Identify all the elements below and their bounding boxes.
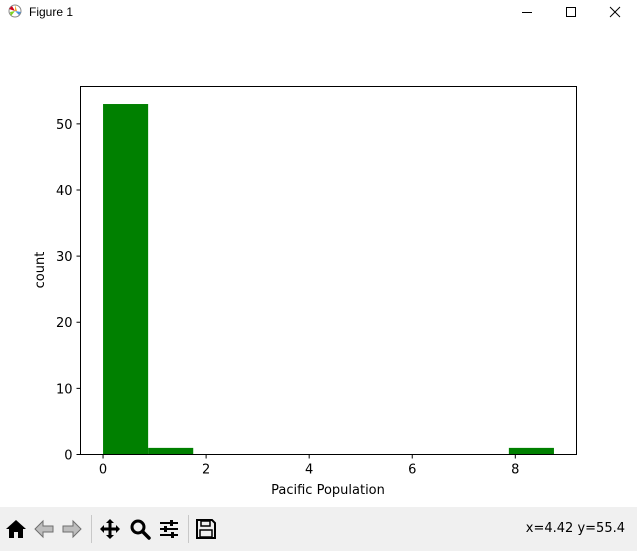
close-button[interactable] [592, 0, 637, 24]
toolbar-separator [188, 515, 189, 543]
x-tick-label: 4 [305, 463, 313, 478]
cursor-coordinates: x=4.42 y=55.4 [525, 521, 625, 536]
x-tick-label: 6 [408, 463, 416, 478]
title-bar: Figure 1 [0, 0, 637, 24]
matplotlib-figure-icon [8, 4, 22, 18]
configure-subplots-icon [160, 520, 178, 538]
x-tick-label: 2 [202, 463, 210, 478]
save-icon [196, 519, 216, 539]
x-tick-label: 8 [511, 463, 519, 478]
pan-button[interactable] [96, 515, 124, 543]
y-tick-label: 50 [56, 118, 73, 133]
zoom-icon [130, 519, 151, 540]
y-tick-label: 40 [56, 184, 73, 199]
back-button[interactable] [30, 515, 58, 543]
y-axis-label: count [33, 252, 48, 289]
minimize-button[interactable] [504, 0, 550, 24]
maximize-button[interactable] [548, 0, 594, 24]
navigation-toolbar: x=4.42 y=55.4 [0, 507, 637, 551]
y-tick-label: 0 [64, 449, 72, 464]
figure-canvas[interactable]: 0 2 4 6 8 0 10 20 30 40 50 Pacific Population cou… [0, 24, 637, 507]
axes-frame [80, 86, 577, 455]
x-tick-label: 0 [99, 463, 107, 478]
y-tick-label: 20 [56, 316, 73, 331]
save-button[interactable] [192, 515, 220, 543]
zoom-button[interactable] [126, 515, 154, 543]
toolbar-separator [91, 515, 92, 543]
histogram-bar [148, 447, 194, 455]
histogram-bar [508, 447, 554, 455]
y-axis-ticks: 0 10 20 30 40 50 [56, 118, 81, 464]
pan-icon [100, 519, 120, 539]
configure-subplots-button[interactable] [155, 515, 183, 543]
window-title: Figure 1 [29, 5, 74, 19]
x-axis-ticks: 0 2 4 6 8 [99, 454, 519, 478]
home-button[interactable] [2, 515, 30, 543]
maximize-icon [566, 7, 576, 17]
forward-button[interactable] [58, 515, 86, 543]
histogram-bar [103, 104, 149, 455]
minimize-icon [522, 12, 532, 13]
close-icon [609, 6, 621, 18]
back-icon [34, 519, 54, 539]
y-tick-label: 30 [56, 250, 73, 265]
y-tick-label: 10 [56, 382, 73, 397]
forward-icon [62, 519, 82, 539]
home-icon [6, 520, 26, 538]
histogram-bars [103, 104, 554, 455]
x-axis-label: Pacific Population [271, 483, 385, 498]
